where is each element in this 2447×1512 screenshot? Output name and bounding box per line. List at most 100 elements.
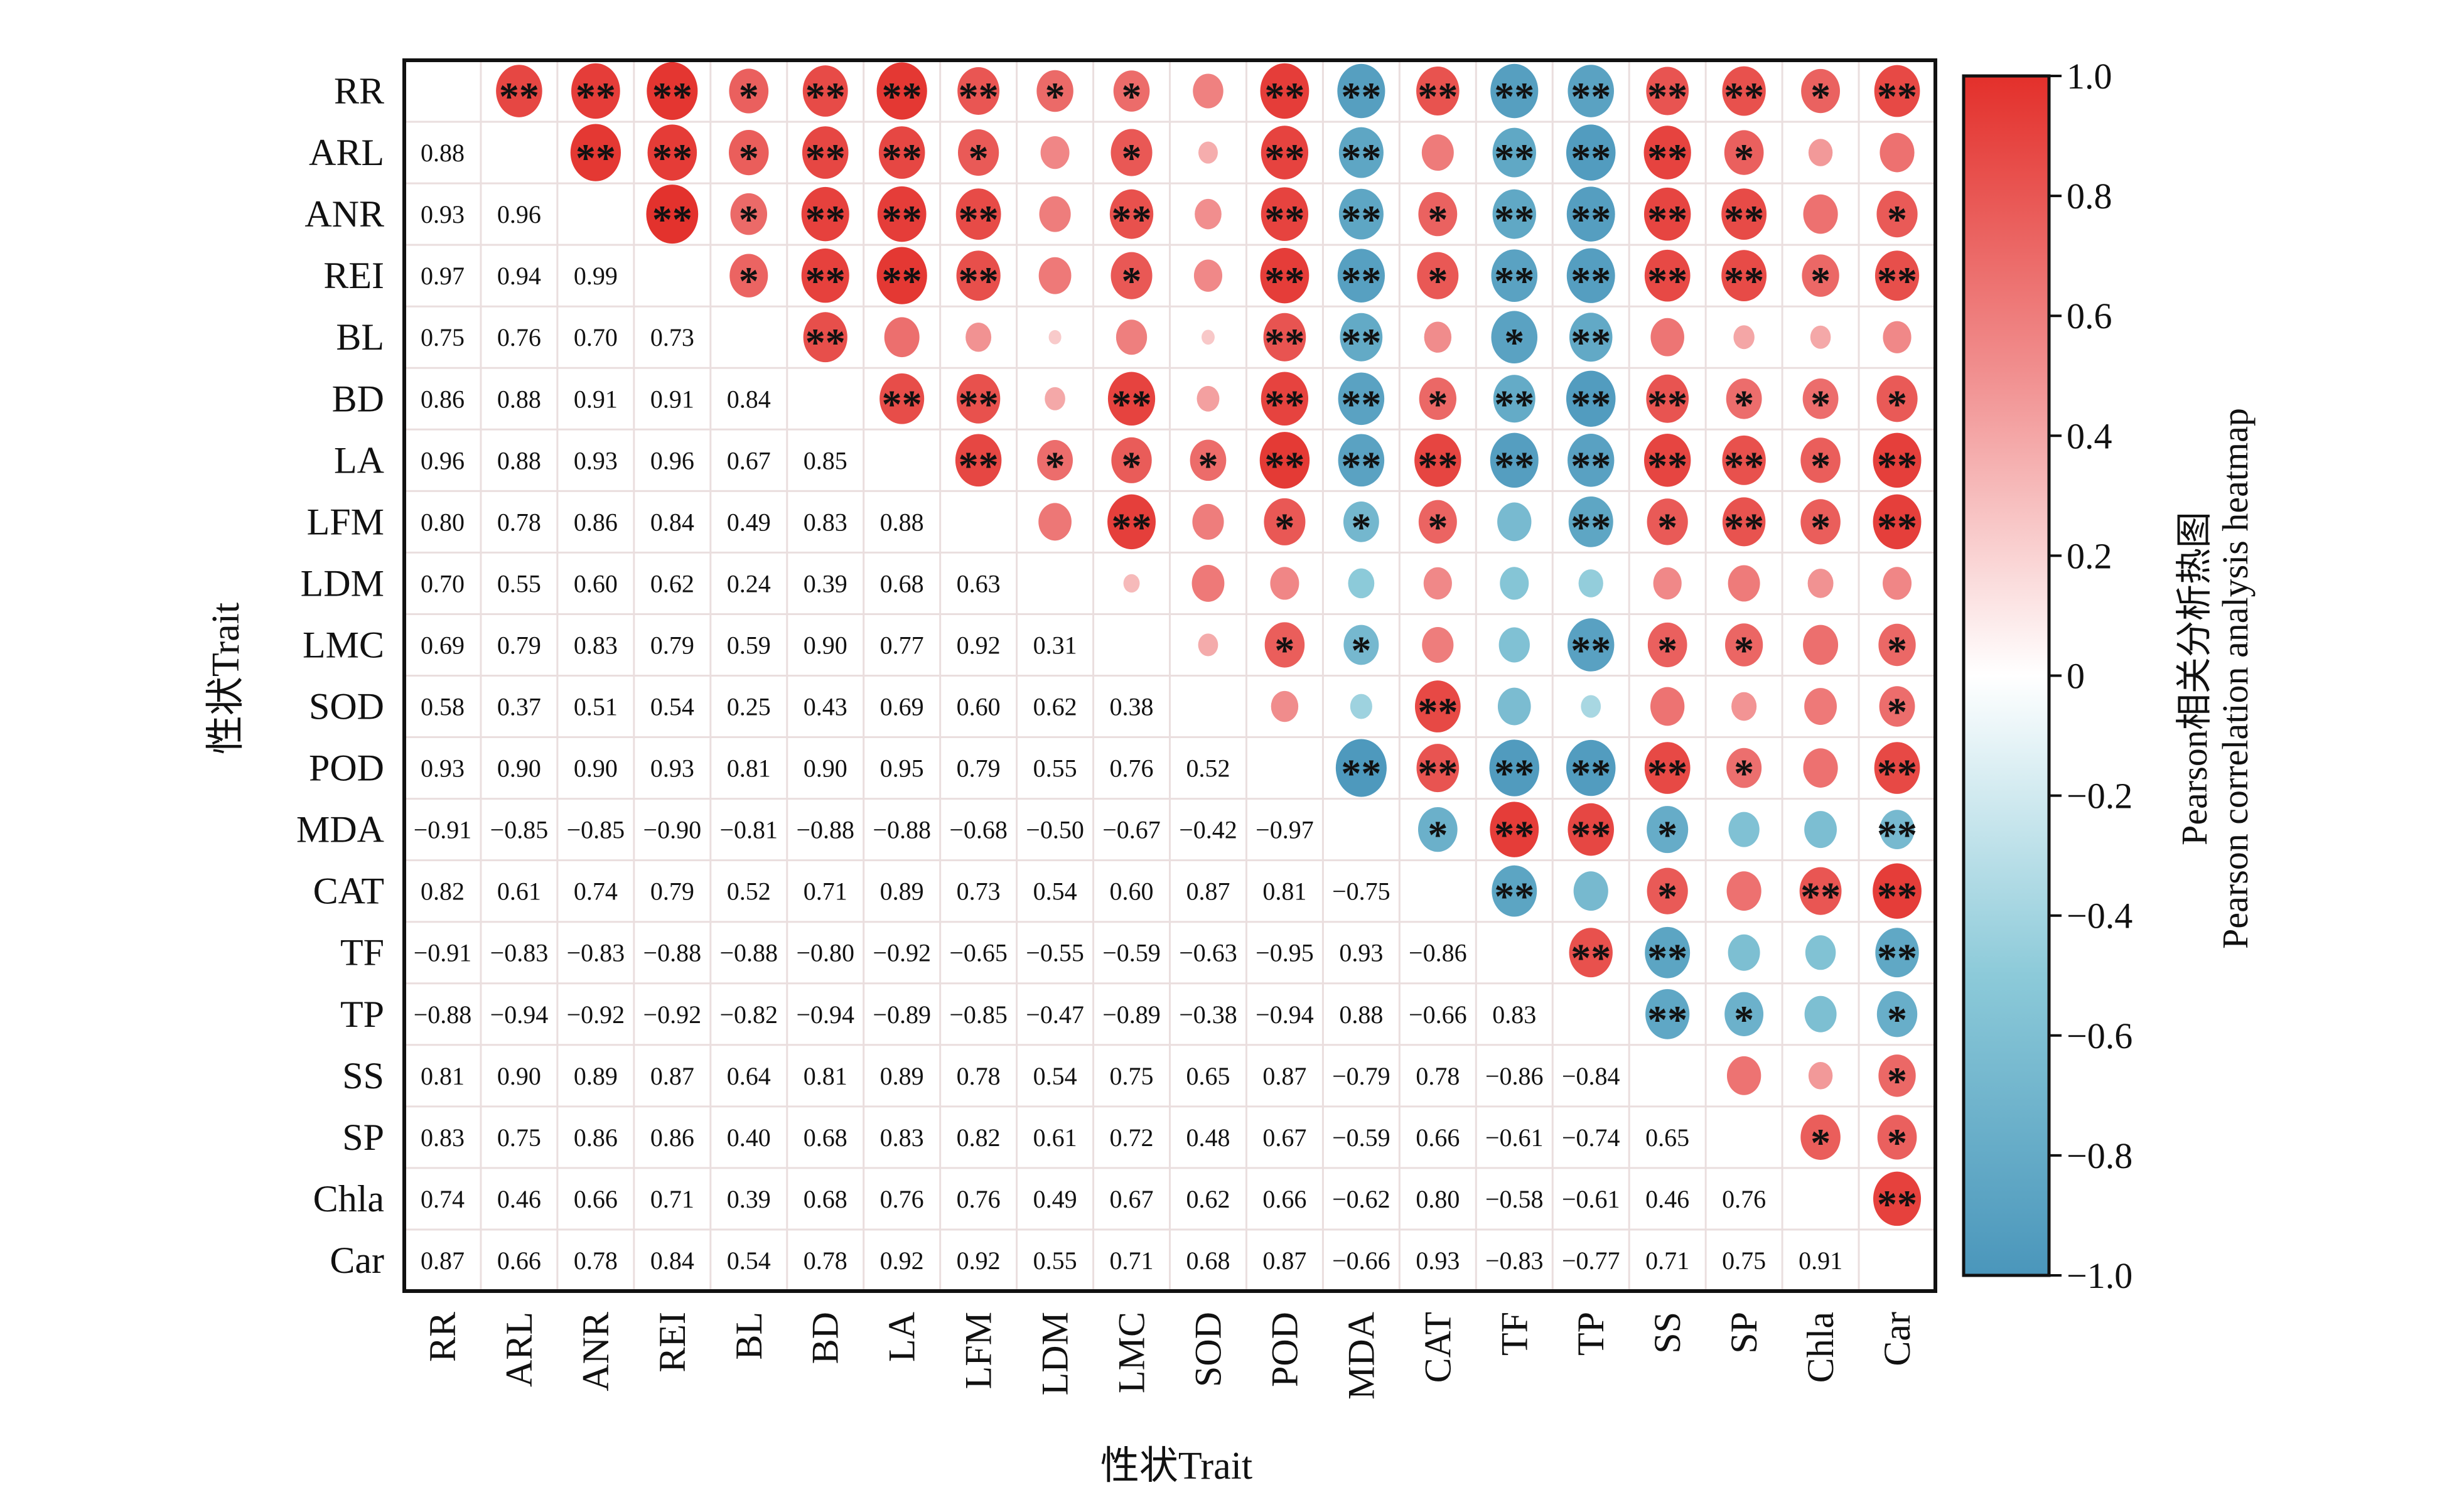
correlation-circle [1800,437,1841,483]
correlation-value: 0.40 [727,1123,771,1152]
column-label: CAT [1417,1312,1458,1383]
column-label: POD [1264,1312,1305,1387]
correlation-circle [1647,806,1689,854]
correlation-value: 0.79 [497,631,541,659]
correlation-value: 0.78 [497,508,541,536]
correlation-value: −0.94 [796,1000,854,1029]
colorbar-tick-label: −0.2 [2067,776,2132,817]
column-label: BL [728,1312,770,1360]
row-label: SS [342,1055,384,1096]
correlation-value: −0.88 [643,939,702,967]
correlation-circle [1414,434,1461,487]
correlation-circle [1804,811,1837,849]
significance-stars: * [1734,136,1754,180]
significance-stars: * [1887,628,1907,672]
correlation-value: 0.48 [1186,1123,1230,1152]
correlation-circle [956,373,1001,424]
correlation-value: 0.71 [1110,1247,1154,1275]
correlation-circle [1261,126,1309,180]
column-label: LFM [958,1312,999,1389]
correlation-value: 0.73 [957,877,1001,906]
correlation-value: 0.89 [574,1062,618,1090]
correlation-circle [1340,313,1383,362]
correlation-circle [647,124,697,181]
significance-stars: ** [959,382,999,426]
correlation-value: 0.89 [880,877,924,906]
correlation-circle [1195,198,1222,230]
colorbar-tick-label: −1.0 [2067,1255,2132,1296]
correlation-circle [1805,935,1836,970]
significance-stars: ** [1877,874,1917,919]
significance-stars: * [1428,259,1448,303]
correlation-value: −0.85 [949,1000,1008,1029]
correlation-circle [1193,259,1223,292]
column-label: SP [1723,1312,1765,1354]
significance-stars: ** [1647,751,1687,796]
correlation-circle [1416,744,1460,793]
correlation-circle [1873,432,1922,488]
correlation-circle [1726,378,1762,419]
correlation-value: 0.92 [957,1247,1001,1275]
significance-stars: ** [1264,259,1304,303]
correlation-circle [1569,928,1613,978]
correlation-value: −0.90 [643,816,702,844]
correlation-value: −0.91 [414,939,472,967]
row-label: Car [330,1240,384,1281]
correlation-value: −0.88 [873,816,931,844]
correlation-value: 0.60 [574,569,618,598]
row-label: TP [340,994,384,1035]
correlation-circle [1109,189,1154,239]
legend-title-chinese: Pearson相关分析热图 [2174,512,2215,845]
correlation-value: −0.68 [949,816,1008,844]
significance-stars: ** [1341,74,1381,119]
correlation-value: 0.83 [574,631,618,659]
correlation-circle [1261,187,1309,241]
correlation-circle [801,248,849,303]
significance-stars: ** [1647,443,1687,488]
correlation-value: −0.79 [1332,1062,1390,1090]
correlation-circle [1566,248,1615,303]
correlation-circle [1490,802,1539,857]
significance-stars: ** [959,259,999,303]
correlation-value: 0.88 [497,385,541,413]
correlation-value: −0.67 [1102,816,1161,844]
correlation-value: −0.59 [1332,1123,1390,1152]
significance-stars: * [1734,751,1754,796]
correlation-value: 0.96 [650,446,694,475]
correlation-circle [1197,385,1220,412]
significance-stars: ** [1647,74,1687,119]
correlation-circle [1193,73,1224,109]
significance-stars: * [1734,382,1754,426]
correlation-value: −0.88 [796,816,854,844]
correlation-value: −0.82 [719,1000,778,1029]
significance-stars: ** [805,74,846,119]
correlation-circle [1424,321,1452,353]
correlation-circle [1876,991,1918,1037]
correlation-circle [1259,432,1310,489]
correlation-circle [1202,330,1215,345]
correlation-circle [1260,247,1310,304]
correlation-circle [570,124,621,181]
correlation-value: −0.63 [1179,939,1237,967]
correlation-value: 0.86 [574,1123,618,1152]
significance-stars: ** [1341,136,1381,180]
correlation-value: 0.88 [421,139,465,167]
significance-stars: * [1734,628,1754,672]
correlation-value: −0.62 [1332,1185,1390,1213]
correlation-circle [956,250,1001,301]
correlation-circle [1418,500,1457,544]
correlation-value: 0.64 [727,1062,771,1090]
row-label: REI [323,255,384,296]
significance-stars: ** [1877,751,1917,796]
significance-stars: * [1122,136,1142,180]
significance-stars: * [1657,505,1677,549]
column-label: LA [881,1312,923,1362]
correlation-circle [1808,139,1833,166]
significance-stars: ** [1264,320,1304,365]
correlation-value: 0.96 [497,200,541,228]
correlation-value: 0.69 [421,631,465,659]
correlation-circle [1491,249,1538,302]
significance-stars: ** [1877,1182,1917,1226]
correlation-circle [1808,1061,1833,1090]
correlation-value: 0.93 [1339,939,1383,967]
